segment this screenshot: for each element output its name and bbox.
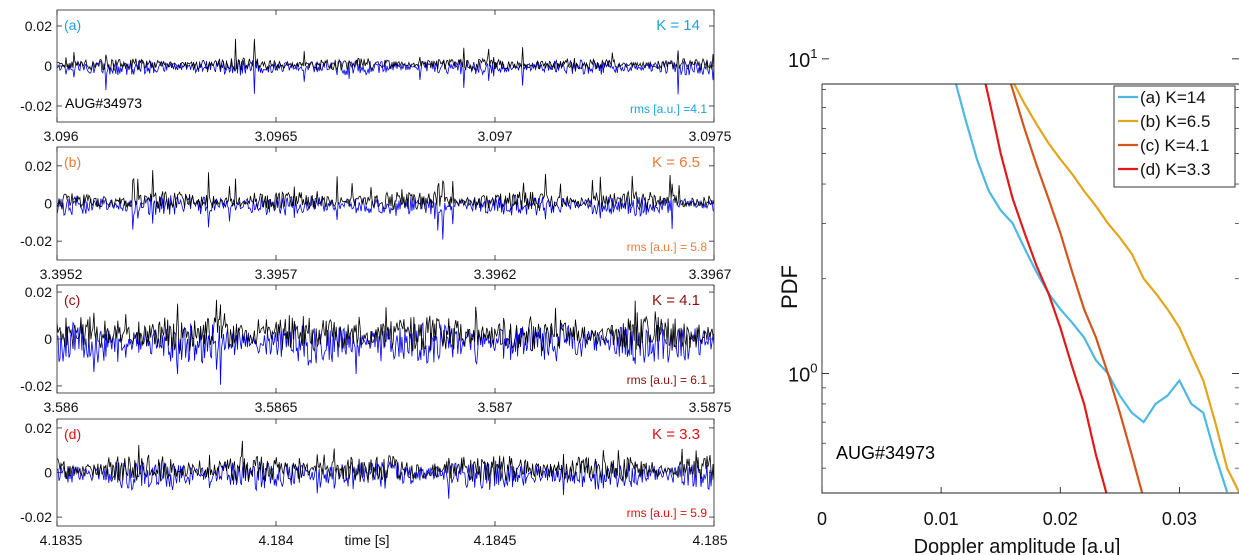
time-panel-d: 0.02 0 -0.02 4.1835 4.184 4.1845 4.185 (d) K = 3… [20, 419, 728, 548]
rms-label: rms [a.u.] = 5.9 [627, 506, 708, 520]
pdf-x-axis-label: Doppler amplitude [a.u] [914, 536, 1121, 555]
y-tick-label: 0 [44, 58, 52, 74]
pdf-line-a [828, 0, 1227, 492]
time-series-panels: 0.02 0 -0.02 3.096 3.0965 3.097 3.0975 (a) K = 1… [20, 10, 732, 548]
pdf-shot-label: AUG#34973 [836, 443, 935, 463]
x-tick-label: 3.3967 [689, 266, 732, 282]
x-axis-label: time [s] [344, 532, 389, 548]
y-tick-label: 0.02 [25, 18, 52, 34]
x-tick-label: 3.5875 [689, 399, 732, 415]
y-tick-label: -0.02 [20, 378, 52, 394]
pdf-panel: 0 0.01 0.02 0.03 Doppler amplitude [a.u] 100 1… [777, 0, 1239, 555]
x-tick-label: 3.096 [43, 128, 78, 144]
legend-label: (a) K=14 [1140, 88, 1206, 107]
x-tick-label: 3.586 [43, 399, 78, 415]
y-tick-label: 0 [44, 331, 52, 347]
panel-label: (c) [64, 292, 80, 308]
x-tick-label: 3.5865 [255, 399, 298, 415]
k-label: K = 3.3 [652, 426, 700, 443]
x-tick-label: 3.0965 [255, 128, 298, 144]
x-tick-label: 3.0975 [689, 128, 732, 144]
panel-label: (d) [64, 426, 81, 442]
shot-label: AUG#34973 [65, 95, 142, 111]
pdf-legend: (a) K=14 (b) K=6.5 (c) K=4.1 (d) K=3.3 [1114, 86, 1235, 187]
y-tick-label: 0.02 [25, 158, 52, 174]
y-tick-label: 0.02 [25, 284, 52, 300]
pdf-x-tick-label: 0 [817, 509, 827, 529]
pdf-line-b [828, 0, 1239, 492]
time-panel-c: 0.02 0 -0.02 3.586 3.5865 3.587 3.5875 (c) K = 4… [20, 284, 732, 415]
y-tick-label: 0.02 [25, 420, 52, 436]
pdf-y-tick-label: 101 [788, 46, 817, 72]
y-tick-label: -0.02 [20, 509, 52, 525]
pdf-x-tick-label: 0.02 [1043, 509, 1078, 529]
pdf-y-axis-label: PDF [777, 265, 802, 309]
y-tick-label: 0 [44, 465, 52, 481]
legend-label: (b) K=6.5 [1140, 112, 1210, 131]
k-label: K = 4.1 [652, 292, 700, 309]
x-tick-label: 4.1845 [474, 532, 517, 548]
x-tick-label: 4.1835 [40, 532, 83, 548]
panel-label: (a) [64, 17, 81, 33]
x-tick-label: 4.184 [258, 532, 293, 548]
x-tick-label: 3.097 [477, 128, 512, 144]
x-tick-label: 4.185 [692, 532, 727, 548]
rms-label: rms [a.u.] = 5.8 [627, 240, 708, 254]
time-panel-b: 0.02 0 -0.02 3.3952 3.3957 3.3962 3.3967 (b) K =… [20, 147, 732, 282]
rms-label: rms [a.u.] =4.1 [630, 102, 707, 116]
legend-label: (d) K=3.3 [1140, 160, 1210, 179]
pdf-x-tick-label: 0.03 [1162, 509, 1197, 529]
y-tick-label: 0 [44, 196, 52, 212]
panel-label: (b) [64, 154, 81, 170]
pdf-y-tick-label: 100 [788, 360, 817, 386]
pdf-line-c [828, 0, 1144, 499]
x-tick-label: 3.3957 [255, 266, 298, 282]
k-label: K = 6.5 [652, 154, 700, 171]
y-tick-label: -0.02 [20, 98, 52, 114]
time-panel-a: 0.02 0 -0.02 3.096 3.0965 3.097 3.0975 (a) K = 1… [20, 10, 732, 144]
k-label: K = 14 [656, 17, 700, 34]
rms-label: rms [a.u.] = 6.1 [627, 373, 708, 387]
y-tick-label: -0.02 [20, 233, 52, 249]
x-tick-label: 3.3952 [40, 266, 83, 282]
pdf-x-tick-label: 0.01 [924, 509, 959, 529]
x-tick-label: 3.587 [477, 399, 512, 415]
pdf-series [828, 0, 1239, 499]
x-tick-label: 3.3962 [474, 266, 517, 282]
legend-label: (c) K=4.1 [1140, 136, 1209, 155]
